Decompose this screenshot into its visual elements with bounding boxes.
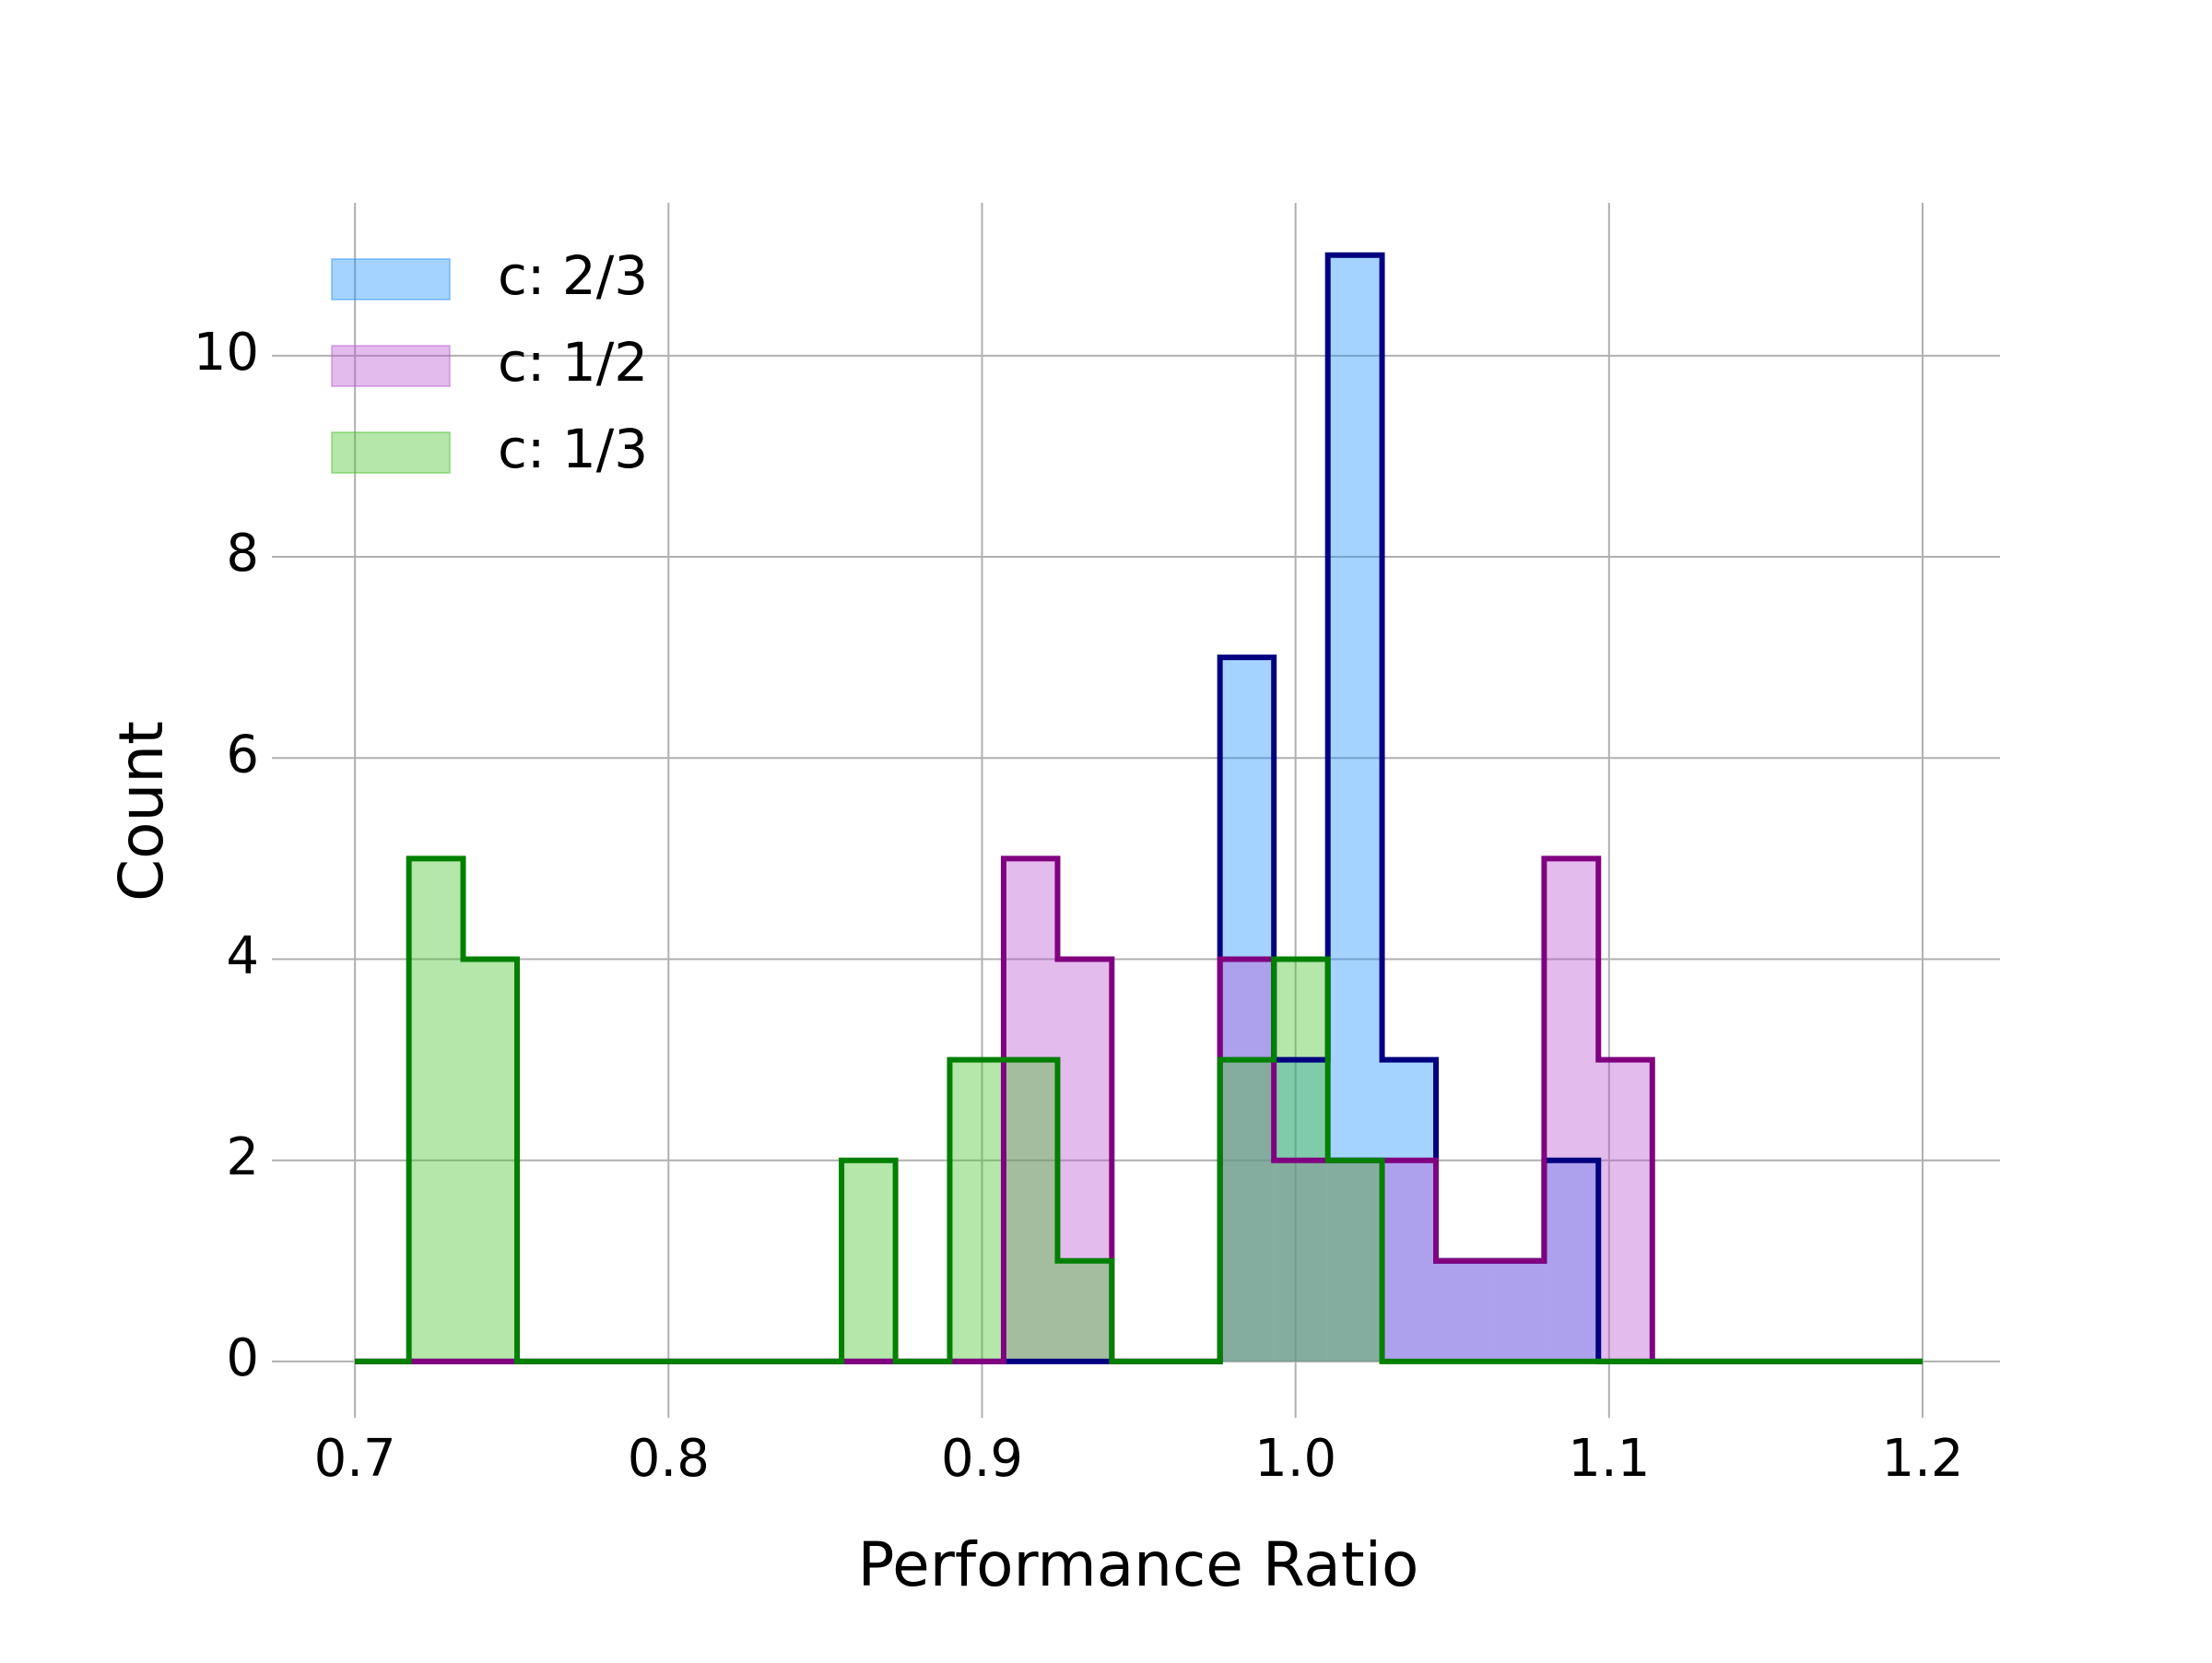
histogram-bar <box>1003 858 1058 1362</box>
histogram-bar <box>1327 254 1382 1362</box>
legend-swatch <box>331 431 451 474</box>
histogram-bar <box>841 1160 896 1362</box>
histogram-bar <box>408 858 464 1362</box>
histogram-bar <box>1274 1059 1328 1362</box>
histogram-bar <box>1219 959 1275 1362</box>
histogram-bar <box>1057 959 1112 1362</box>
y-tick-label: 10 <box>194 323 259 383</box>
y-tick-label: 4 <box>226 926 259 986</box>
histogram-bar <box>1327 1160 1382 1362</box>
histogram-bar <box>1003 1059 1058 1362</box>
y-axis-label: Count <box>106 721 177 902</box>
x-axis-label: Performance Ratio <box>858 1529 1419 1600</box>
y-tick-label: 8 <box>226 524 259 584</box>
legend-label: c: 1/3 <box>498 418 648 480</box>
legend-label: c: 1/2 <box>498 331 648 394</box>
histogram-bar <box>1382 1059 1437 1362</box>
x-tick-label: 0.8 <box>628 1429 710 1489</box>
histogram-bar <box>1057 1260 1112 1362</box>
x-tick-label: 0.9 <box>941 1429 1023 1489</box>
histogram-outline <box>355 855 1923 1364</box>
histogram-bar <box>1436 1260 1490 1362</box>
histogram-bar <box>1544 858 1599 1362</box>
histogram-bar <box>1544 1160 1599 1362</box>
legend-label: c: 2/3 <box>498 244 648 307</box>
histogram-bar <box>463 959 518 1362</box>
legend-swatch <box>331 258 451 301</box>
y-tick-label: 0 <box>226 1328 259 1388</box>
histogram-bar <box>1436 1260 1490 1362</box>
legend-swatch <box>331 345 451 387</box>
histogram-bar <box>1382 1160 1437 1362</box>
y-tick-label: 2 <box>226 1127 259 1187</box>
histogram-outline <box>355 855 1923 1364</box>
histogram-bar <box>1219 1059 1275 1362</box>
histogram-bar <box>1219 657 1275 1362</box>
histogram-bar <box>1274 1160 1328 1362</box>
x-tick-label: 0.7 <box>314 1429 396 1489</box>
y-tick-label: 6 <box>226 725 259 784</box>
histogram-bar <box>1598 1059 1653 1362</box>
histogram-bar <box>949 1059 1004 1362</box>
histogram-bar <box>1327 1160 1382 1362</box>
x-tick-label: 1.0 <box>1254 1429 1336 1489</box>
histogram-bar <box>1489 1260 1545 1362</box>
x-tick-label: 1.2 <box>1881 1429 1963 1489</box>
histogram-bar <box>1489 1260 1545 1362</box>
x-tick-label: 1.1 <box>1568 1429 1650 1489</box>
